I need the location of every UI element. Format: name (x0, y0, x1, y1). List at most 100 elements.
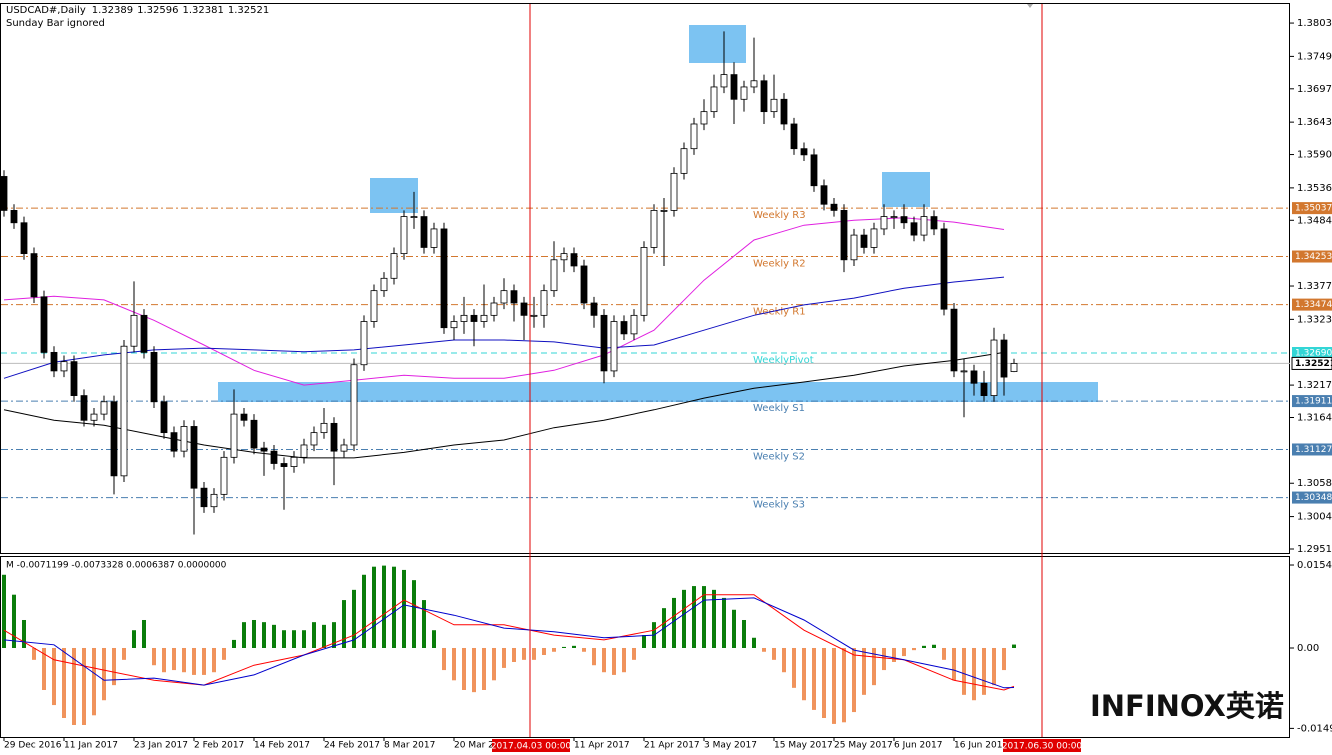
level-price-box (1292, 443, 1332, 456)
y-tick-label: -0.01493 (1297, 723, 1332, 734)
support-zone (218, 382, 1098, 402)
histogram-bar (712, 589, 716, 648)
marker-box (492, 739, 570, 752)
candle-body (460, 314, 468, 322)
candle-body (500, 290, 508, 304)
time-markers: 2017.04.03 00:00 2017.06.30 00:00 (491, 4, 1082, 752)
level-price-box (1292, 491, 1332, 504)
histogram-bar (952, 647, 956, 681)
candle-body (830, 203, 838, 211)
candle-body (680, 148, 688, 174)
x-tick-label: 11 Apr 2017 (574, 741, 630, 751)
histogram-bar (982, 647, 986, 695)
histogram-bar (162, 647, 166, 673)
histogram-bar (532, 647, 536, 660)
candle-body (180, 426, 188, 452)
chart-title: USDCAD#,Daily (6, 5, 86, 16)
current-price-box (1291, 356, 1332, 370)
candle-body (370, 290, 378, 322)
title-ohlc: 1.32596 (137, 5, 178, 16)
histogram-bar (1002, 647, 1006, 671)
candle-body (430, 228, 438, 248)
candle-body (840, 210, 848, 261)
candle-body (80, 395, 88, 421)
candle-body (250, 419, 258, 449)
candle-body (690, 123, 698, 150)
histogram-bar (52, 647, 56, 706)
histogram-bar (272, 624, 276, 648)
candle-body (450, 321, 458, 329)
candle-body (1010, 363, 1018, 372)
histogram-bar (722, 597, 726, 648)
candle-body (230, 413, 238, 458)
histogram-bar (992, 647, 996, 686)
candle-body (960, 370, 968, 373)
candle-body (1000, 339, 1008, 378)
candle-body (380, 277, 388, 292)
candle-body (210, 493, 218, 508)
candle-body (810, 154, 818, 187)
histogram-bar (22, 619, 26, 648)
candle-body (860, 234, 868, 248)
x-tick-label: 11 Jan 2017 (64, 741, 118, 751)
histogram-bar (622, 647, 626, 673)
x-tick-label: 3 May 2017 (704, 741, 757, 751)
level-label: Weekly R2 (753, 259, 806, 270)
histogram-bar (692, 586, 696, 648)
histogram-bar (822, 647, 826, 718)
histogram-bar (912, 647, 916, 651)
level-label: Weekly R1 (753, 307, 806, 318)
histogram-bar (12, 594, 16, 648)
histogram-bar (342, 600, 346, 648)
y-tick-label: 1.33775 (1297, 281, 1332, 292)
candle-body (30, 253, 38, 298)
histogram-bar (842, 647, 846, 723)
histogram-bar (122, 647, 126, 660)
histogram-bar (972, 647, 976, 701)
histogram-bar (382, 565, 386, 648)
candle-body (730, 74, 738, 100)
candle-body (940, 228, 948, 310)
histogram-bar (42, 647, 46, 690)
peak-zone (370, 178, 418, 213)
histogram-bar (932, 644, 936, 648)
y-tick-label: 1.29515 (1297, 544, 1332, 555)
histogram-bar (452, 647, 456, 681)
level-price-label: 1.33474 (1295, 300, 1332, 310)
candle-body (170, 432, 178, 452)
candle-body (760, 80, 768, 113)
candle-body (140, 314, 148, 353)
histogram-bar (322, 624, 326, 648)
candle-body (990, 339, 998, 396)
histogram-bar (762, 647, 766, 652)
candle-body (780, 98, 788, 125)
candle-body (520, 302, 528, 316)
candle-body (510, 290, 518, 304)
candle-body (540, 290, 548, 316)
histogram-bar (1012, 644, 1016, 648)
candle-body (570, 253, 578, 267)
candle-body (40, 296, 48, 353)
candle-body (600, 314, 608, 372)
histogram-bar (542, 647, 546, 655)
level-price-label: 1.32690 (1295, 349, 1332, 359)
histogram-bar (742, 619, 746, 648)
candle-body (70, 361, 78, 396)
candle-body (280, 463, 288, 467)
shift-marker (1027, 4, 1033, 8)
x-tick-label: 14 Feb 2017 (254, 741, 310, 751)
histogram-bar (562, 646, 566, 648)
x-tick-label: 15 May 2017 (774, 741, 833, 751)
candle-body (740, 86, 748, 100)
level-label: Weekly S1 (753, 403, 805, 414)
current-price-label: 1.32521 (1295, 359, 1332, 369)
candle-body (90, 413, 98, 421)
candle-body (530, 314, 538, 317)
candle-body (720, 74, 728, 88)
histogram-bar (242, 622, 246, 648)
histogram-bar (312, 622, 316, 648)
candle-body (870, 228, 878, 248)
x-tick-label: 20 Mar 2017 (454, 741, 511, 751)
histogram-bar (502, 647, 506, 668)
